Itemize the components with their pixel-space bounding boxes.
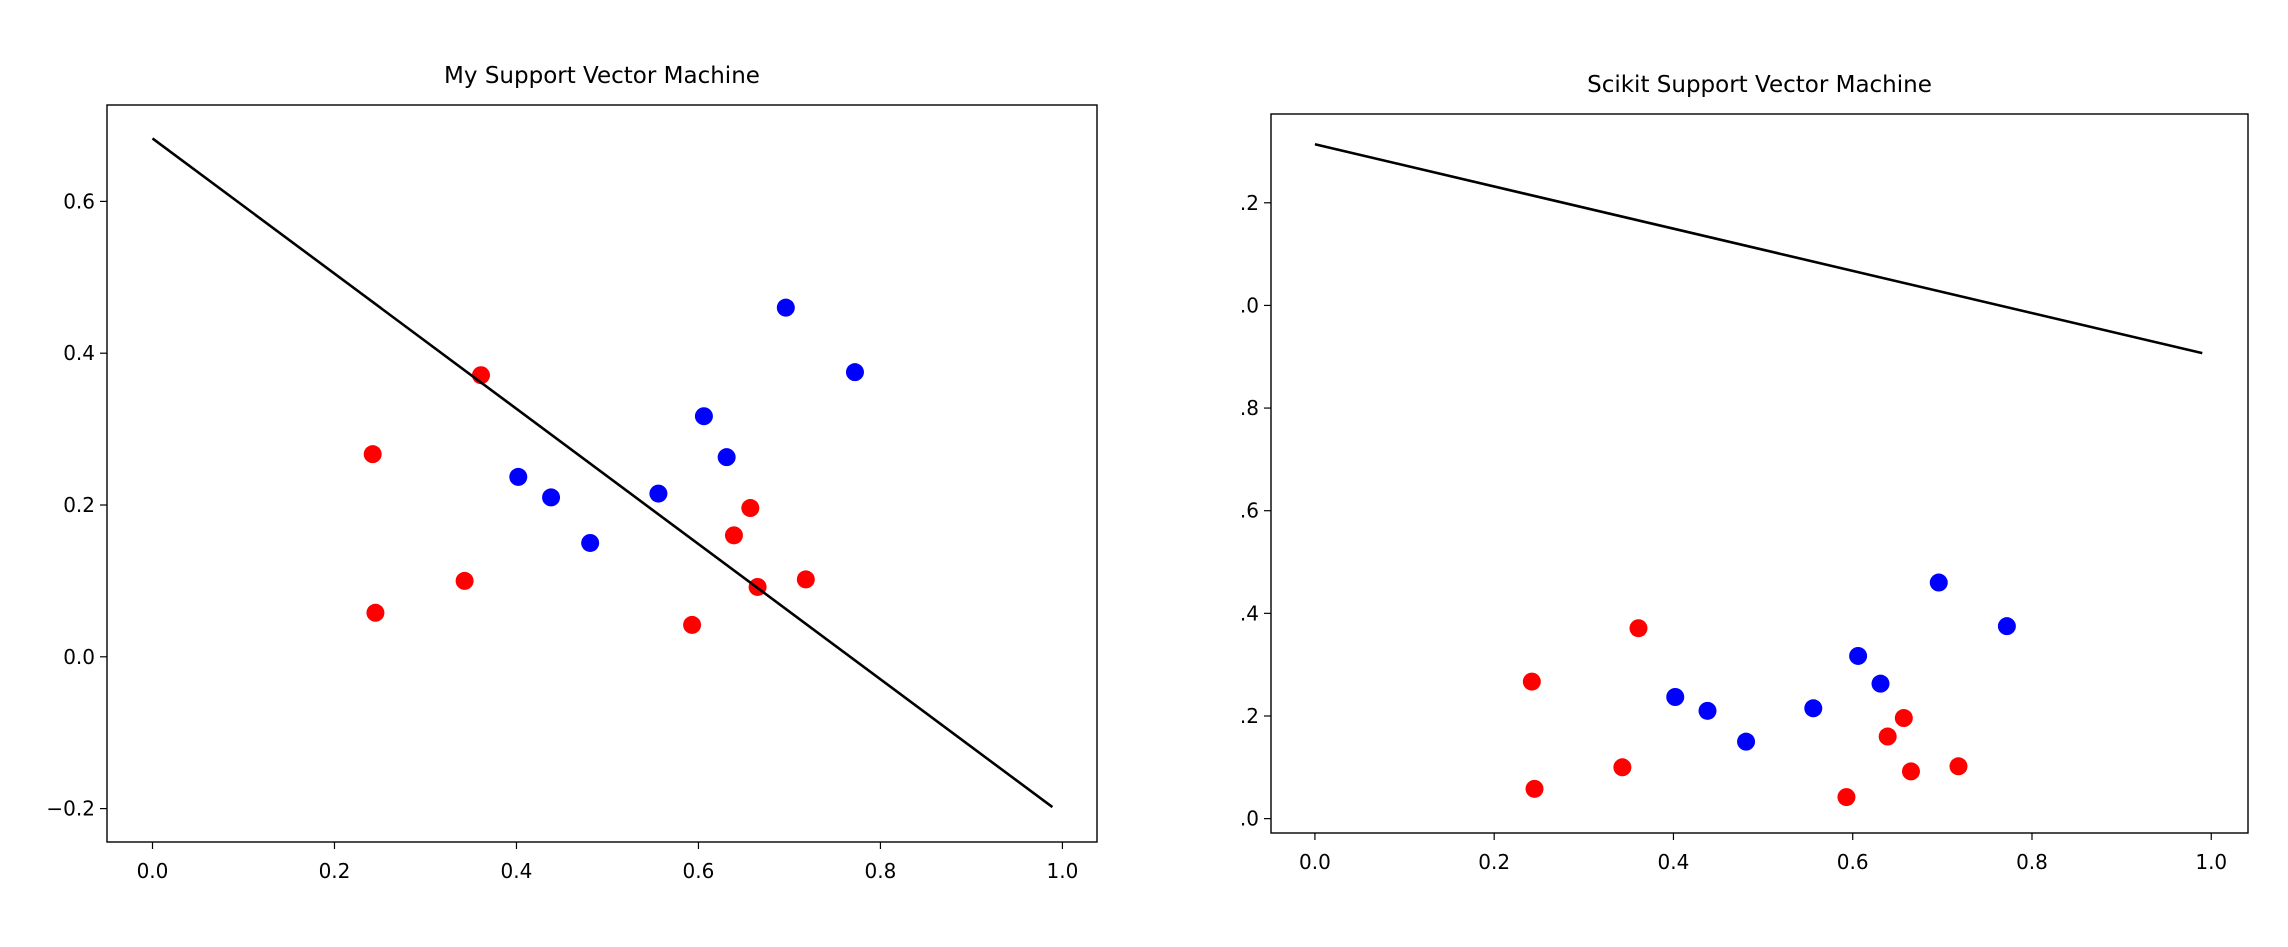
y-tick-label: .8: [1240, 396, 1259, 420]
data-point: [1878, 727, 1897, 746]
y-tick-label: .6: [1240, 499, 1259, 523]
data-point: [649, 484, 668, 503]
data-point: [1997, 617, 2016, 636]
data-point: [1929, 573, 1948, 592]
subplot: My Support Vector Machine 0.0 0.2 0.4 0.6 0.8…: [46, 63, 1098, 883]
data-point: [363, 445, 382, 464]
x-tick-label: 0.8: [2016, 850, 2048, 874]
data-point: [1737, 732, 1756, 751]
data-point: [1804, 699, 1823, 718]
y-tick-label: .4: [1240, 601, 1259, 625]
data-point: [1613, 758, 1632, 777]
data-point: [581, 533, 600, 552]
data-point: [509, 467, 528, 486]
data-point: [1849, 646, 1868, 665]
x-tick-label: 0.6: [683, 859, 715, 883]
data-point: [1949, 757, 1968, 776]
y-tick-label: 0.4: [63, 341, 95, 365]
x-tick-label: 0.0: [137, 859, 169, 883]
data-point: [845, 363, 864, 382]
chart-title: My Support Vector Machine: [444, 63, 760, 89]
plot-frame: [106, 104, 1098, 843]
data-point: [1901, 762, 1920, 781]
x-tick-label: 1.0: [2195, 850, 2227, 874]
x-tick-label: 0.4: [1658, 850, 1690, 874]
data-point: [542, 488, 561, 507]
data-point: [1698, 701, 1717, 720]
data-point: [796, 570, 815, 589]
data-point: [724, 526, 743, 545]
y-tick-label: .0: [1240, 807, 1259, 831]
data-point: [366, 603, 385, 622]
data-point: [741, 499, 760, 518]
y-tick-label: .2: [1240, 704, 1259, 728]
y-tick-label: .0: [1240, 293, 1259, 317]
data-point: [1666, 688, 1685, 707]
decision-line: [151, 137, 1054, 809]
plot-frame: [1270, 113, 2249, 834]
decision-line: [1314, 143, 2203, 355]
x-tick-label: 0.8: [865, 859, 897, 883]
x-tick-label: 0.2: [319, 859, 351, 883]
x-tick-label: 1.0: [1047, 859, 1079, 883]
data-point: [1894, 709, 1913, 728]
data-point: [1837, 788, 1856, 807]
data-point: [683, 615, 702, 634]
data-point: [1525, 779, 1544, 798]
y-tick-label: 0.0: [63, 645, 95, 669]
y-tick-label: −0.2: [46, 797, 95, 821]
y-tick-label: .2: [1240, 191, 1259, 215]
data-point: [717, 448, 736, 467]
data-point: [1522, 672, 1541, 691]
data-point: [1629, 619, 1648, 638]
y-tick-label: 0.6: [63, 189, 95, 213]
data-point: [1871, 674, 1890, 693]
x-tick-label: 0.6: [1837, 850, 1869, 874]
data-point: [694, 407, 713, 426]
data-point: [776, 298, 795, 317]
subplot: Scikit Support Vector Machine 0.0 0.2 0.4 0.…: [1240, 72, 2249, 874]
x-tick-label: 0.4: [501, 859, 533, 883]
chart-title: Scikit Support Vector Machine: [1587, 72, 1932, 98]
x-tick-label: 0.2: [1478, 850, 1510, 874]
data-point: [455, 571, 474, 590]
y-tick-label: 0.2: [63, 493, 95, 517]
x-tick-label: 0.0: [1299, 850, 1331, 874]
